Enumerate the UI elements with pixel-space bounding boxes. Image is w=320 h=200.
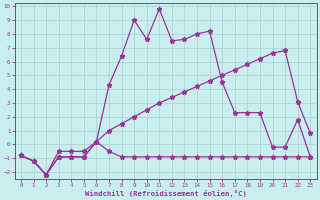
- X-axis label: Windchill (Refroidissement éolien,°C): Windchill (Refroidissement éolien,°C): [85, 190, 246, 197]
